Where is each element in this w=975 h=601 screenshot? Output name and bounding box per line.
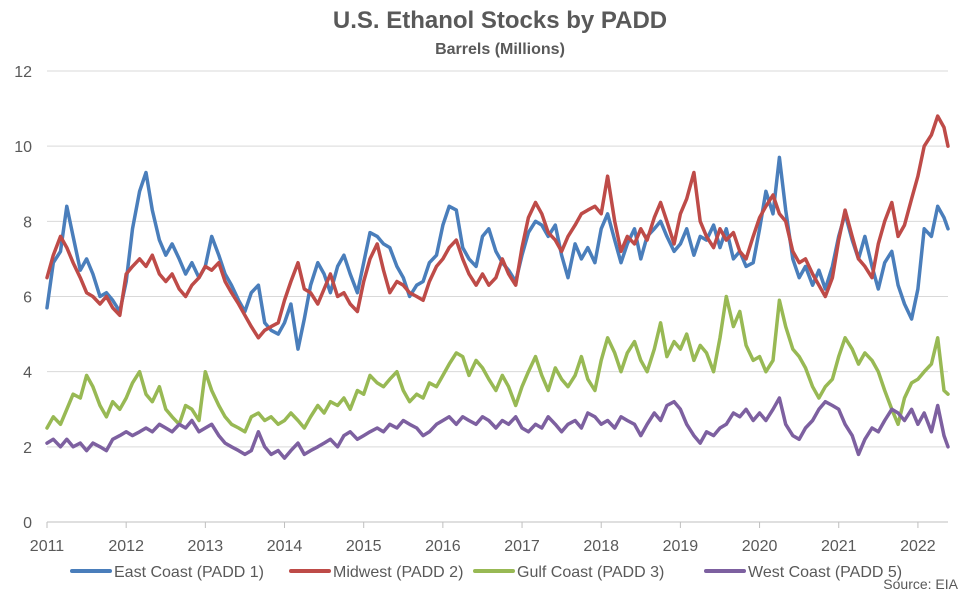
legend-item: West Coast (PADD 5) xyxy=(704,564,902,581)
series-lines xyxy=(45,114,950,460)
grid-lines xyxy=(47,70,948,523)
series-line-gulf-coast-padd-3 xyxy=(45,294,950,434)
x-tick-label: 2020 xyxy=(742,538,778,555)
x-tick-label: 2019 xyxy=(663,538,699,555)
legend-label: East Coast (PADD 1) xyxy=(114,564,264,581)
series-line-midwest-padd-2 xyxy=(45,114,950,340)
x-tick-label: 2012 xyxy=(108,538,144,555)
legend-label: West Coast (PADD 5) xyxy=(748,564,902,581)
x-tick-label: 2016 xyxy=(425,538,461,555)
y-tick-label: 10 xyxy=(14,139,32,156)
legend-label: Gulf Coast (PADD 3) xyxy=(517,564,664,581)
chart-subtitle: Barrels (Millions) xyxy=(435,41,565,58)
x-axis: 2011 2012 2013 2014 2015 2016 2017 2018 2019 2020… xyxy=(30,522,936,555)
x-tick-label: 2017 xyxy=(504,538,540,555)
y-tick-label: 12 xyxy=(14,64,32,81)
y-tick-label: 0 xyxy=(23,515,32,532)
x-tick-label: 2011 xyxy=(30,538,65,555)
y-axis: 0 2 4 6 8 10 12 xyxy=(14,64,32,532)
legend-item: East Coast (PADD 1) xyxy=(70,564,264,581)
x-tick-label: 2018 xyxy=(583,538,619,555)
y-tick-label: 2 xyxy=(23,440,32,457)
legend: East Coast (PADD 1) Midwest (PADD 2) Gulf … xyxy=(70,564,902,581)
chart-title: U.S. Ethanol Stocks by PADD xyxy=(333,7,667,34)
legend-item: Midwest (PADD 2) xyxy=(289,564,463,581)
series-line-west-coast-padd-5 xyxy=(45,396,950,460)
series-line-east-coast-padd-1 xyxy=(45,155,950,351)
x-tick-label: 2014 xyxy=(267,538,303,555)
source-note: Source: EIA xyxy=(883,576,958,592)
y-tick-label: 6 xyxy=(23,290,32,307)
x-tick-label: 2015 xyxy=(346,538,382,555)
legend-label: Midwest (PADD 2) xyxy=(333,564,463,581)
legend-item: Gulf Coast (PADD 3) xyxy=(473,564,664,581)
x-tick-label: 2021 xyxy=(821,538,857,555)
y-tick-label: 8 xyxy=(23,214,32,231)
x-tick-label: 2022 xyxy=(900,538,936,555)
y-tick-label: 4 xyxy=(23,365,32,382)
x-tick-label: 2013 xyxy=(188,538,224,555)
